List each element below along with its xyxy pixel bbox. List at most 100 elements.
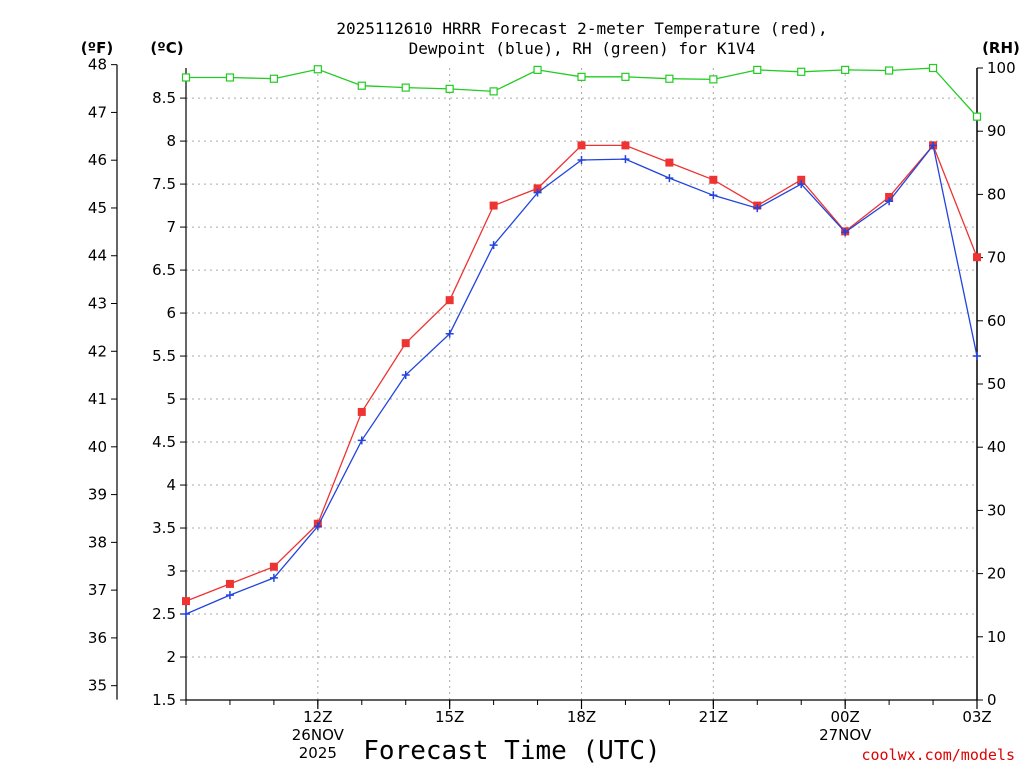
- fahrenheit-tick-label: 44: [88, 247, 107, 265]
- dewpoint-point: [841, 228, 850, 237]
- rh-point: [621, 72, 630, 81]
- rh-point: [709, 75, 718, 84]
- rh-tick-label: 70: [987, 249, 1006, 267]
- rh-point: [928, 63, 938, 73]
- rh-point: [489, 87, 498, 96]
- dewpoint-point: [182, 610, 190, 619]
- rh-point: [401, 83, 410, 92]
- fahrenheit-tick-label: 45: [88, 199, 107, 217]
- fahrenheit-tick-label: 35: [88, 677, 107, 695]
- rh-point: [753, 65, 762, 74]
- celsius-tick-label: 2: [166, 648, 176, 666]
- rh-point: [313, 65, 322, 74]
- rh-unit-label: (RH): [982, 39, 1020, 57]
- fahrenheit-tick-label: 36: [88, 629, 107, 647]
- rh-tick-label: 90: [987, 122, 1006, 140]
- rh-point: [181, 73, 191, 82]
- celsius-unit-label: (ºC): [150, 39, 183, 57]
- series-temperature: [182, 141, 981, 606]
- x-tick-label: 26NOV: [292, 726, 345, 744]
- temperature-point: [489, 201, 498, 210]
- temperature-point: [445, 296, 454, 305]
- dewpoint-point: [621, 155, 630, 164]
- temperature-point: [269, 562, 278, 571]
- x-tick-label: 18Z: [567, 708, 596, 726]
- fahrenheit-tick-label: 37: [88, 581, 107, 599]
- rh-tick-label: 0: [987, 691, 997, 709]
- temperature-point: [357, 407, 366, 416]
- temperature-point: [401, 339, 410, 348]
- fahrenheit-tick-label: 46: [88, 151, 107, 169]
- celsius-tick-label: 3.5: [152, 519, 176, 537]
- rh-point: [577, 72, 586, 81]
- fahrenheit-tick-label: 48: [88, 56, 107, 74]
- celsius-tick-label: 6: [166, 304, 176, 322]
- chart-title-line2: Dewpoint (blue), RH (green) for K1V4: [409, 39, 756, 58]
- temperature-point: [533, 184, 542, 193]
- dewpoint-point: [401, 370, 410, 379]
- dewpoint-point: [533, 188, 542, 197]
- celsius-tick-label: 8: [166, 132, 176, 150]
- dewpoint-point: [973, 352, 981, 361]
- series-dewpoint: [182, 141, 981, 619]
- x-axis-label: Forecast Time (UTC): [363, 736, 660, 766]
- rh-tick-label: 10: [987, 628, 1006, 646]
- dewpoint-point: [797, 180, 806, 189]
- rh-tick-label: 100: [987, 59, 1016, 77]
- temperature-point: [709, 175, 718, 184]
- x-tick-label: 27NOV: [819, 726, 872, 744]
- rh-tick-label: 80: [987, 185, 1006, 203]
- rh-point: [445, 84, 454, 93]
- x-tick-label: 2025: [299, 744, 337, 762]
- fahrenheit-tick-label: 38: [88, 533, 107, 551]
- dewpoint-point: [269, 573, 278, 582]
- celsius-tick-label: 8.5: [152, 89, 176, 107]
- celsius-tick-label: 7: [166, 218, 176, 236]
- rh-point: [357, 81, 366, 90]
- rh-tick-label: 30: [987, 501, 1006, 519]
- fahrenheit-tick-label: 42: [88, 342, 107, 360]
- x-tick-label: 03Z: [962, 708, 991, 726]
- dewpoint-point: [929, 141, 938, 150]
- temperature-point: [797, 175, 806, 184]
- rh-point: [972, 112, 982, 121]
- rh-point: [797, 67, 806, 76]
- chart-title-line1: 2025112610 HRRR Forecast 2-meter Tempera…: [336, 19, 827, 38]
- rh-point: [269, 74, 278, 83]
- temperature-point: [182, 597, 190, 606]
- x-tick-label: 00Z: [830, 708, 859, 726]
- fahrenheit-tick-label: 39: [88, 486, 107, 504]
- rh-tick-label: 50: [987, 375, 1006, 393]
- dewpoint-point: [445, 329, 454, 338]
- dewpoint-point: [225, 591, 234, 600]
- fahrenheit-tick-label: 40: [88, 438, 107, 456]
- dewpoint-point: [577, 156, 586, 165]
- site-credit: coolwx.com/models: [861, 746, 1015, 764]
- axes: 1.5 2 2.5 3 3.5 4 4.5 5 5.5 6 6.5 7 7.5 8 8.5 35 36 37 38 3…: [88, 56, 1016, 762]
- rh-point: [533, 65, 542, 74]
- dewpoint-point: [665, 174, 674, 183]
- fahrenheit-unit-label: (ºF): [81, 39, 113, 57]
- rh-point: [225, 73, 235, 82]
- rh-tick-label: 60: [987, 312, 1006, 330]
- x-tick-label: 21Z: [699, 708, 728, 726]
- fahrenheit-tick-label: 41: [88, 390, 107, 408]
- dewpoint-point: [753, 204, 762, 213]
- dewpoint-point: [885, 197, 894, 206]
- dewpoint-point: [489, 241, 498, 250]
- dewpoint-point: [357, 436, 366, 445]
- temperature-point: [885, 192, 894, 201]
- x-tick-label: 15Z: [435, 708, 464, 726]
- celsius-tick-label: 4: [166, 476, 176, 494]
- data-series: [181, 63, 982, 619]
- celsius-tick-label: 2.5: [152, 605, 176, 623]
- fahrenheit-tick-label: 43: [88, 295, 107, 313]
- temperature-point: [621, 141, 630, 150]
- fahrenheit-tick-label: 47: [88, 103, 107, 121]
- rh-tick-label: 20: [987, 565, 1006, 583]
- x-tick-label: 12Z: [303, 708, 332, 726]
- celsius-tick-label: 1.5: [152, 691, 176, 709]
- temperature-point: [225, 579, 234, 588]
- rh-point: [665, 74, 674, 83]
- temperature-point: [577, 141, 586, 150]
